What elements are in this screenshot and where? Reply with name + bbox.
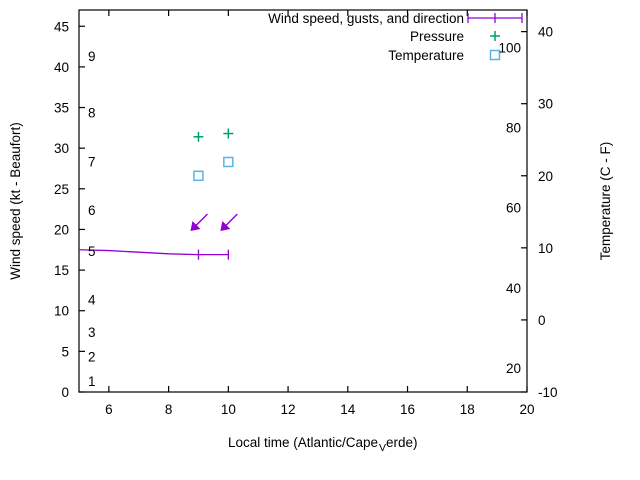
y-tick-label-c: 10 bbox=[538, 241, 553, 256]
pressure-marker bbox=[193, 131, 204, 142]
legend-label-3: Temperature bbox=[388, 48, 464, 63]
legend-label-2: Pressure bbox=[410, 29, 464, 44]
y-tick-label-c: 0 bbox=[538, 313, 546, 328]
y-tick-label-kt: 15 bbox=[54, 263, 69, 278]
x-axis-label: Local time (Atlantic/Cape bbox=[228, 435, 378, 450]
y-tick-label-kt: 35 bbox=[54, 101, 69, 116]
temperature-marker bbox=[223, 156, 234, 168]
x-tick-label: 14 bbox=[340, 402, 356, 417]
y-tick-label-kt: 5 bbox=[61, 344, 69, 359]
plot-border bbox=[78, 9, 528, 393]
x-tick-label: 20 bbox=[519, 402, 534, 417]
x-tick-label: 10 bbox=[221, 402, 236, 417]
legend-markers bbox=[467, 13, 523, 61]
y-label-f: 60 bbox=[506, 200, 521, 215]
legend-marker-square bbox=[489, 49, 501, 61]
y-tick-label-c: 40 bbox=[538, 25, 553, 40]
wind-speed-line bbox=[78, 249, 229, 256]
beaufort-label: 2 bbox=[88, 349, 96, 364]
beaufort-label: 8 bbox=[88, 106, 96, 121]
beaufort-label: 5 bbox=[88, 244, 96, 259]
y-label-f: 20 bbox=[506, 361, 521, 376]
data-series-layer bbox=[78, 128, 238, 260]
y-tick-label-c: 30 bbox=[538, 97, 553, 112]
y-axis-label-left: Wind speed (kt - Beaufort) bbox=[8, 122, 23, 280]
y-label-f: 40 bbox=[506, 281, 521, 296]
wind-direction-arrow bbox=[220, 213, 238, 231]
x-tick-label: 8 bbox=[165, 402, 173, 417]
beaufort-label: 6 bbox=[88, 203, 96, 218]
legend-marker-line bbox=[467, 13, 523, 23]
x-tick-label: 16 bbox=[400, 402, 415, 417]
y-label-f: 80 bbox=[506, 120, 521, 135]
beaufort-label: 9 bbox=[88, 49, 96, 64]
plot-frame bbox=[78, 9, 528, 393]
y-tick-label-kt: 30 bbox=[54, 141, 69, 156]
pressure-marker bbox=[223, 128, 234, 139]
y-tick-label-c: 20 bbox=[538, 169, 553, 184]
y-tick-label-kt: 25 bbox=[54, 182, 69, 197]
axis-ticks bbox=[79, 10, 528, 393]
x-tick-label: 6 bbox=[105, 402, 113, 417]
beaufort-label: 7 bbox=[88, 154, 96, 169]
beaufort-label: 3 bbox=[88, 325, 96, 340]
y-tick-label-kt: 10 bbox=[54, 304, 69, 319]
wind-direction-arrow bbox=[190, 213, 208, 231]
x-axis-label-subscript: V bbox=[379, 442, 386, 454]
x-tick-label: 18 bbox=[460, 402, 475, 417]
legend-label-1: Wind speed, gusts, and direction bbox=[268, 11, 464, 26]
y-tick-label-kt: 40 bbox=[54, 60, 69, 75]
y-label-f: 100 bbox=[498, 40, 521, 55]
legend-marker-plus bbox=[490, 31, 500, 41]
text-layer: 6 8 10 12 14 16 18 2005101520253035404512345678… bbox=[8, 11, 613, 454]
x-axis-label-tail: erde) bbox=[386, 435, 418, 450]
y-tick-label-kt: 45 bbox=[54, 19, 69, 34]
temperature-marker bbox=[193, 170, 204, 182]
beaufort-label: 4 bbox=[88, 293, 96, 308]
y-tick-label-c: -10 bbox=[538, 385, 558, 400]
x-tick-label: 12 bbox=[281, 402, 296, 417]
y-tick-label-kt: 0 bbox=[61, 385, 69, 400]
y-axis-label-right: Temperature (C - F) bbox=[598, 142, 613, 261]
y-tick-label-kt: 20 bbox=[54, 222, 69, 237]
beaufort-label: 1 bbox=[88, 374, 96, 389]
